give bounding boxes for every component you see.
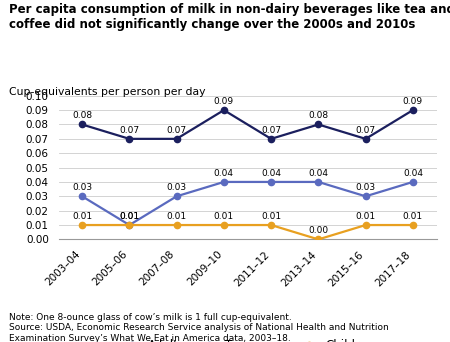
Teenagers bbox=[79, 194, 85, 198]
Text: 0.01: 0.01 bbox=[72, 212, 92, 221]
Children bbox=[79, 223, 85, 227]
Children bbox=[221, 223, 226, 227]
Text: 0.01: 0.01 bbox=[119, 212, 140, 221]
Teenagers bbox=[221, 180, 226, 184]
Text: 0.07: 0.07 bbox=[261, 126, 281, 134]
Text: 0.08: 0.08 bbox=[72, 111, 92, 120]
Adults bbox=[410, 108, 416, 112]
Teenagers bbox=[127, 223, 132, 227]
Text: 0.04: 0.04 bbox=[308, 169, 328, 177]
Text: 0.01: 0.01 bbox=[403, 212, 423, 221]
Text: 0.03: 0.03 bbox=[166, 183, 187, 192]
Text: 0.01: 0.01 bbox=[214, 212, 234, 221]
Adults bbox=[316, 122, 321, 127]
Adults bbox=[79, 122, 85, 127]
Text: Per capita consumption of milk in non-dairy beverages like tea and
coffee did no: Per capita consumption of milk in non-da… bbox=[9, 3, 450, 31]
Teenagers bbox=[268, 180, 274, 184]
Text: 0.04: 0.04 bbox=[261, 169, 281, 177]
Adults bbox=[127, 137, 132, 141]
Text: Cup-equivalents per person per day: Cup-equivalents per person per day bbox=[9, 87, 206, 97]
Text: 0.00: 0.00 bbox=[308, 226, 328, 235]
Text: 0.07: 0.07 bbox=[119, 126, 140, 134]
Text: 0.03: 0.03 bbox=[356, 183, 376, 192]
Text: 0.04: 0.04 bbox=[214, 169, 234, 177]
Text: 0.01: 0.01 bbox=[166, 212, 187, 221]
Text: 0.07: 0.07 bbox=[356, 126, 376, 134]
Teenagers bbox=[174, 194, 179, 198]
Text: 0.01: 0.01 bbox=[119, 212, 140, 221]
Text: 0.03: 0.03 bbox=[72, 183, 92, 192]
Line: Teenagers: Teenagers bbox=[79, 179, 416, 228]
Teenagers bbox=[363, 194, 368, 198]
Children bbox=[410, 223, 416, 227]
Line: Children: Children bbox=[79, 222, 416, 242]
Text: 0.01: 0.01 bbox=[356, 212, 376, 221]
Children bbox=[316, 237, 321, 241]
Adults bbox=[268, 137, 274, 141]
Text: 0.07: 0.07 bbox=[166, 126, 187, 134]
Children bbox=[363, 223, 368, 227]
Text: 0.09: 0.09 bbox=[214, 97, 234, 106]
Children bbox=[127, 223, 132, 227]
Teenagers bbox=[410, 180, 416, 184]
Line: Adults: Adults bbox=[79, 107, 416, 142]
Text: Note: One 8-ounce glass of cow’s milk is 1 full cup-equivalent.
Source: USDA, Ec: Note: One 8-ounce glass of cow’s milk is… bbox=[9, 313, 389, 342]
Adults bbox=[221, 108, 226, 112]
Text: 0.04: 0.04 bbox=[403, 169, 423, 177]
Legend: Adults, Teenagers, Children: Adults, Teenagers, Children bbox=[115, 334, 380, 342]
Teenagers bbox=[316, 180, 321, 184]
Adults bbox=[363, 137, 368, 141]
Text: 0.09: 0.09 bbox=[403, 97, 423, 106]
Children bbox=[268, 223, 274, 227]
Text: 0.01: 0.01 bbox=[261, 212, 281, 221]
Children bbox=[174, 223, 179, 227]
Text: 0.08: 0.08 bbox=[308, 111, 328, 120]
Adults bbox=[174, 137, 179, 141]
